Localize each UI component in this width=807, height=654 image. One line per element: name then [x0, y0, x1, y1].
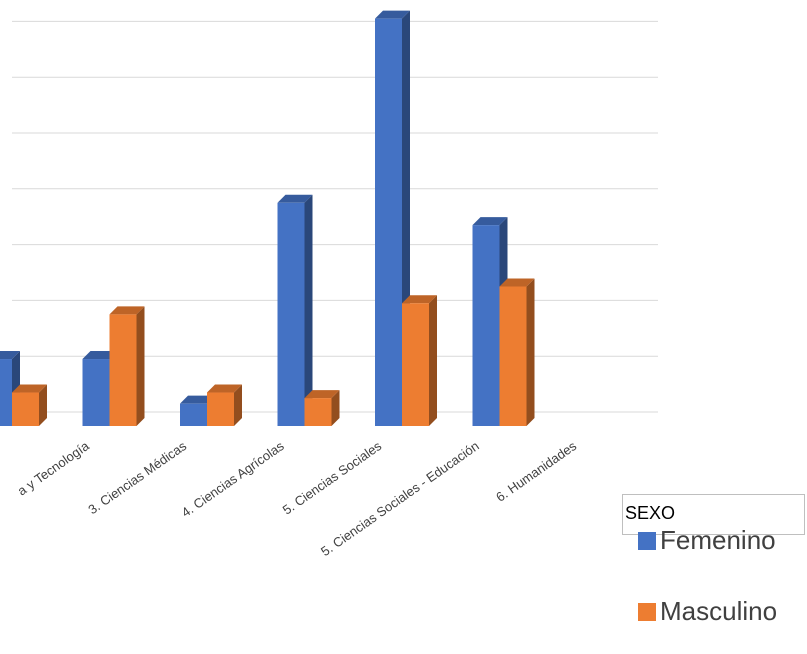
bar-top [277, 194, 313, 203]
legend-title: SEXO [625, 503, 676, 523]
bar-top [0, 351, 20, 360]
legend-swatch-femenino [638, 531, 656, 550]
bar-femenino [277, 194, 313, 426]
bar-front [277, 202, 305, 426]
bar-top [82, 351, 118, 360]
bar-side [331, 390, 340, 426]
bar-top [207, 384, 242, 393]
bar-series [0, 10, 535, 426]
x-tick-label: a y Tecnología [15, 438, 93, 499]
bar-masculino [402, 295, 437, 426]
bar-front [499, 286, 527, 426]
bar-femenino [472, 217, 508, 426]
bar-front [0, 359, 12, 426]
bar-side [234, 384, 242, 426]
x-tick-label: 5. Ciencias Sociales - Educación [318, 438, 482, 559]
bar-front [375, 18, 402, 426]
bar-side [136, 306, 145, 426]
bar-side [526, 278, 535, 426]
bar-front [12, 392, 39, 426]
x-tick-label: 5. Ciencias Sociales [280, 438, 385, 518]
bar-femenino [375, 10, 410, 426]
bar-top [304, 390, 340, 399]
bar-side [429, 295, 437, 426]
bar-front [82, 359, 110, 426]
bar-front [472, 225, 500, 426]
bar-front [180, 403, 207, 426]
x-tick-label: 3. Ciencias Médicas [85, 438, 189, 517]
bar-top [180, 395, 215, 404]
legend-swatch-masculino [638, 602, 656, 621]
bar-front [304, 398, 332, 426]
bar-masculino [499, 278, 535, 426]
bar-top [12, 384, 47, 393]
bar-top [109, 306, 145, 315]
x-tick-label: 6. Humanidades [493, 438, 580, 505]
bar-top [402, 295, 437, 304]
bar-masculino [109, 306, 145, 426]
legend-title-box [622, 494, 805, 535]
bar-side [304, 194, 313, 426]
bar-masculino [304, 390, 340, 426]
bar-top [375, 10, 410, 19]
bar-side [39, 384, 47, 426]
bar-front [109, 314, 137, 426]
bar-front [207, 392, 234, 426]
bar-top [499, 278, 535, 287]
bar-front [402, 303, 429, 426]
bar-masculino [12, 384, 47, 426]
bar-top [472, 217, 508, 226]
bar-masculino [207, 384, 242, 426]
x-tick-label: 4. Ciencias Agrícolas [179, 438, 287, 520]
legend-label-masculino: Masculino [660, 596, 778, 626]
legend-item-masculino: Masculino [638, 596, 777, 627]
legend-item-femenino: Femenino [638, 525, 776, 556]
legend-label-femenino: Femenino [660, 525, 776, 555]
